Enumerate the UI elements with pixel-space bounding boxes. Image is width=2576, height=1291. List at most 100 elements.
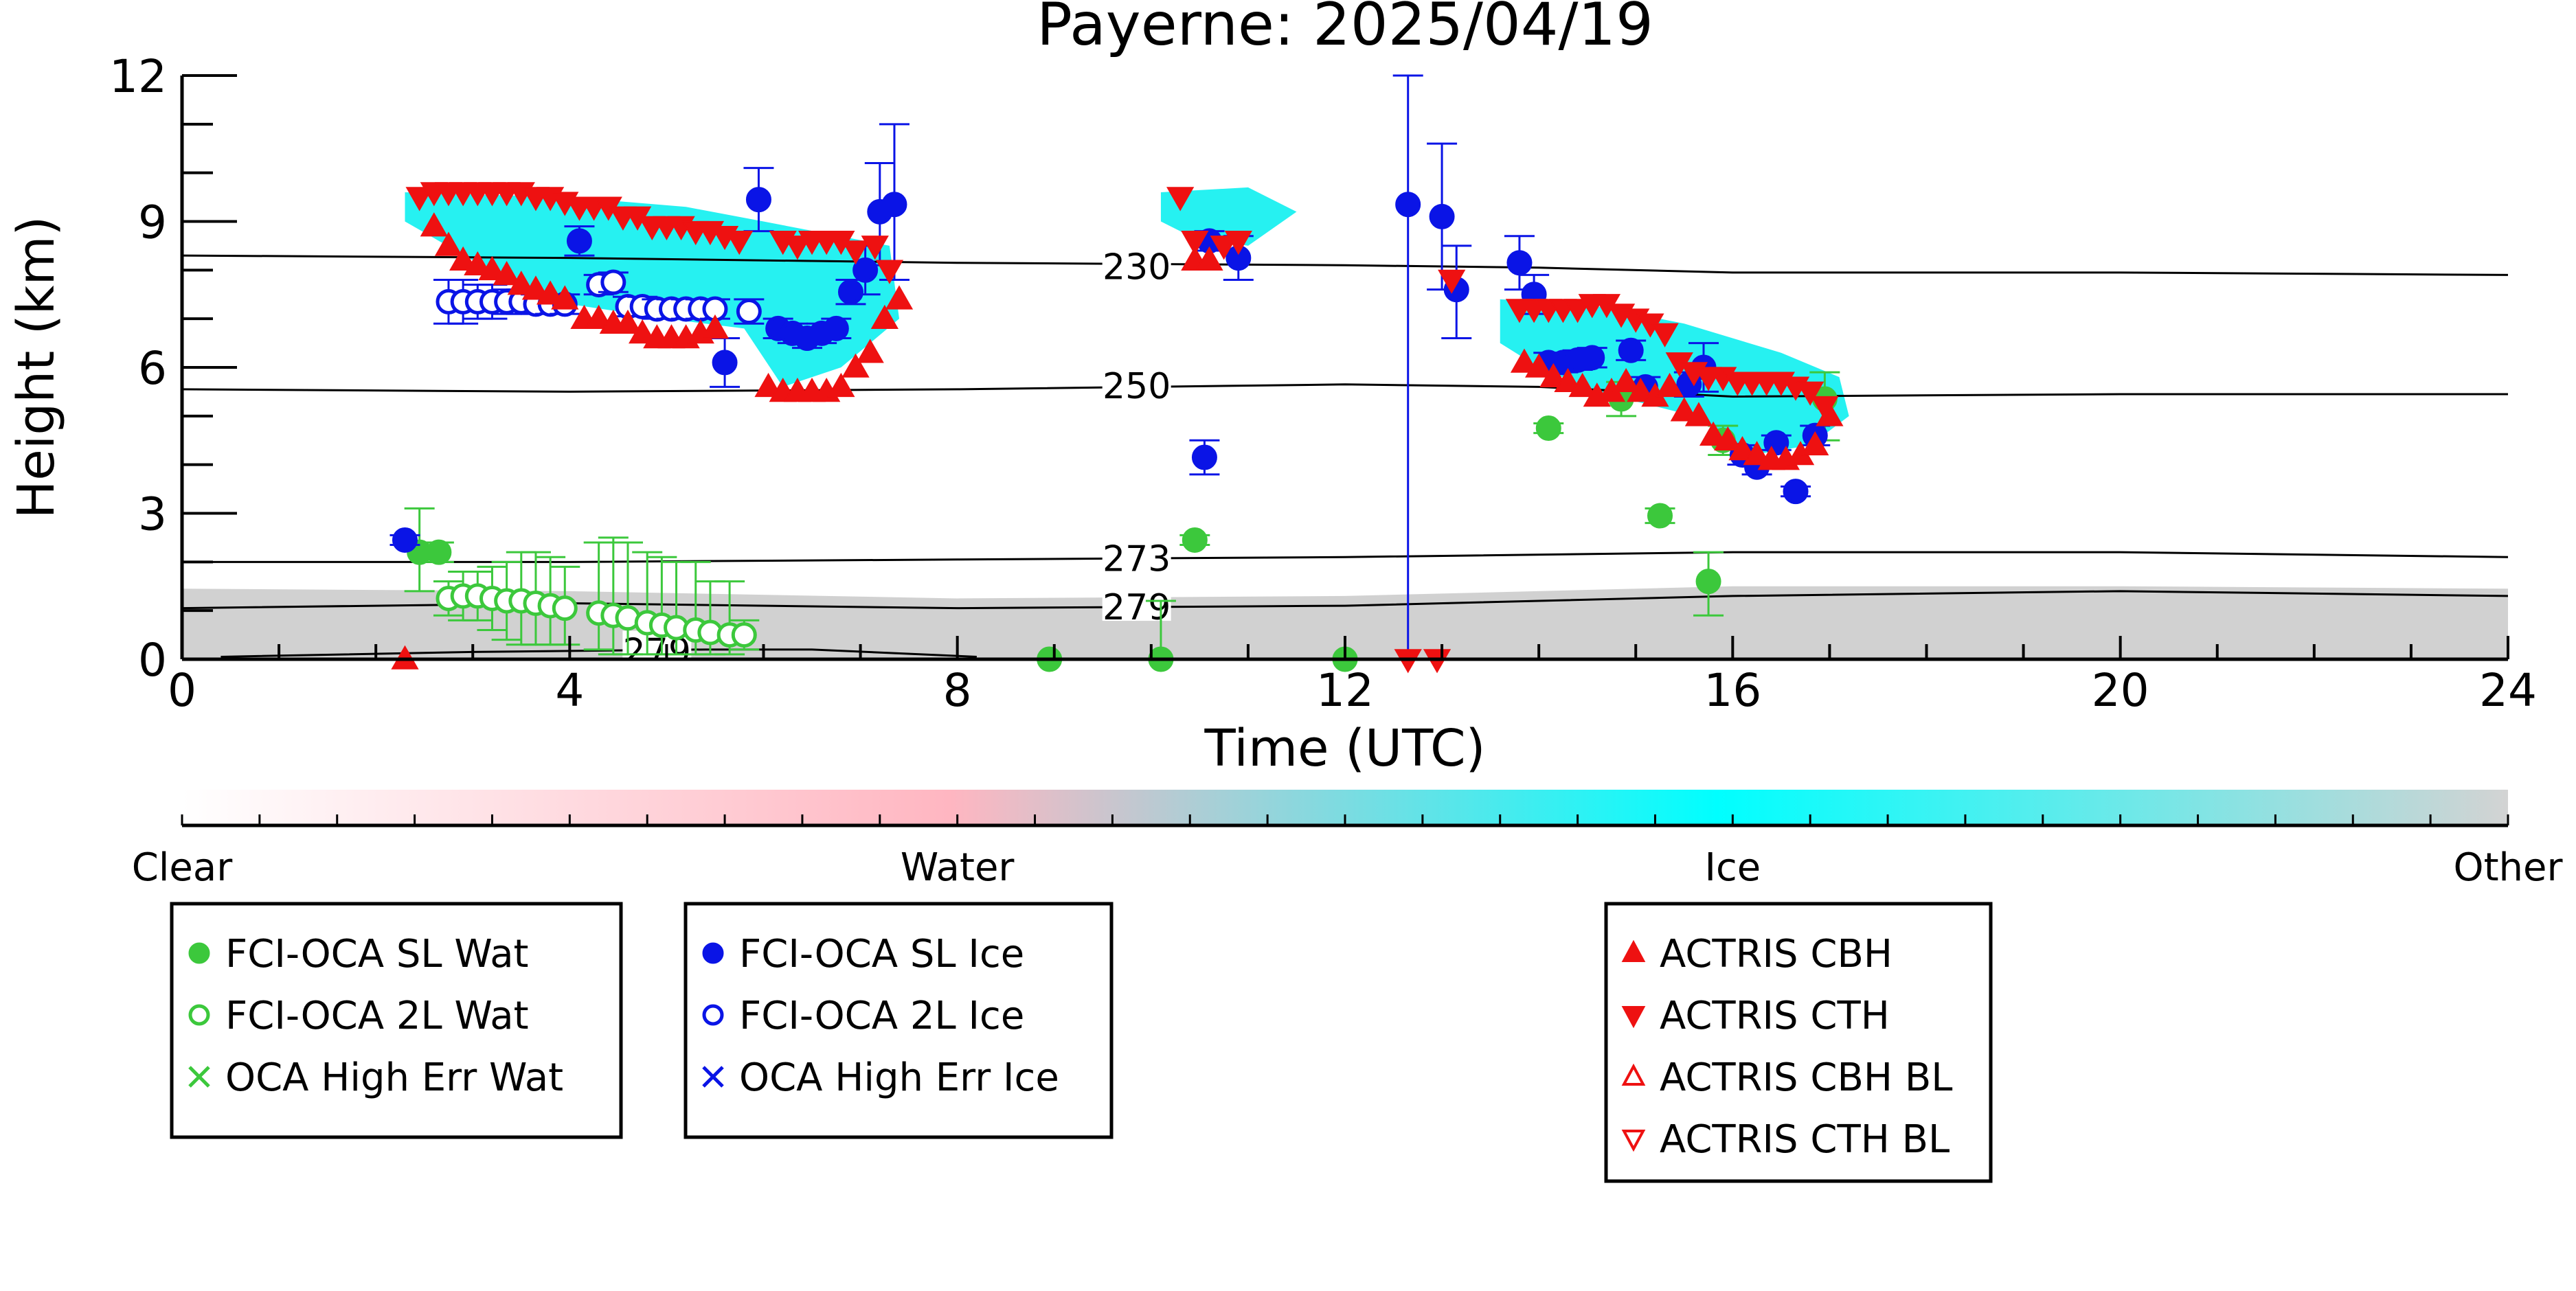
legend-entry: FCI-OCA SL Wat xyxy=(188,932,529,976)
data-point xyxy=(1627,378,1655,402)
data-point xyxy=(736,299,762,325)
data-point xyxy=(629,319,657,344)
colorbar-label: Clear xyxy=(132,845,233,890)
data-point xyxy=(585,304,613,329)
data-point xyxy=(725,231,754,255)
legend-marker xyxy=(702,1004,724,1026)
data-point xyxy=(392,527,418,553)
data-point xyxy=(434,231,463,256)
data-point xyxy=(1191,444,1217,470)
data-point xyxy=(827,372,855,398)
legend-label: ACTRIS CBH BL xyxy=(1660,1055,1952,1100)
x-tick-label: 0 xyxy=(168,664,196,717)
legends: FCI-OCA SL Wat FCI-OCA 2L Wat OCA High Err… xyxy=(170,902,1993,1183)
data-point xyxy=(1568,372,1596,398)
data-point xyxy=(1579,345,1605,371)
legend-entry: ACTRIS CBH BL xyxy=(1621,1055,1952,1100)
data-point xyxy=(1699,421,1728,446)
data-point xyxy=(837,279,863,305)
colorbar-label: Other xyxy=(2453,845,2563,890)
data-point xyxy=(1783,479,1809,505)
data-point xyxy=(1438,269,1466,294)
legend-label: ACTRIS CTH xyxy=(1660,994,1890,1038)
series-actris-cth xyxy=(405,182,1839,674)
data-point xyxy=(600,269,626,295)
data-point xyxy=(566,228,592,254)
data-point xyxy=(783,236,812,260)
data-point xyxy=(885,285,914,310)
contour-label: 250 xyxy=(1103,366,1171,407)
data-point xyxy=(1182,527,1208,553)
data-point xyxy=(478,255,506,281)
legend-entry: ACTRIS CTH xyxy=(1621,994,1890,1038)
y-tick-label: 0 xyxy=(138,634,167,687)
legend-label: FCI-OCA SL Wat xyxy=(225,932,529,976)
data-point xyxy=(1618,337,1644,363)
contour-label-bg xyxy=(1102,365,1171,400)
data-point xyxy=(493,261,521,286)
data-point xyxy=(1395,192,1421,218)
data-point xyxy=(521,275,550,300)
legend-marker xyxy=(188,1004,210,1026)
data-point xyxy=(881,192,907,218)
data-point xyxy=(1714,426,1742,451)
legend-box xyxy=(683,902,1114,1139)
data-point xyxy=(1510,348,1539,373)
legend-box xyxy=(170,902,623,1139)
data-point xyxy=(551,285,579,310)
legend-entry: ACTRIS CBH xyxy=(1621,932,1893,976)
legend-label: FCI-OCA SL Ice xyxy=(739,932,1024,976)
data-point xyxy=(852,257,879,283)
legend-entry: FCI-OCA SL Ice xyxy=(702,932,1024,976)
contour-line xyxy=(221,648,977,658)
x-axis-label: Time (UTC) xyxy=(1204,719,1485,778)
legend-label: ACTRIS CTH BL xyxy=(1660,1117,1950,1162)
y-tick-label: 6 xyxy=(138,342,167,395)
data-point xyxy=(1563,299,1592,323)
legend-entry: ACTRIS CTH BL xyxy=(1621,1117,1950,1162)
data-point xyxy=(1224,231,1252,255)
legend-marker xyxy=(702,942,724,964)
contour-label: 273 xyxy=(1103,538,1171,580)
data-point xyxy=(1210,236,1238,260)
data-point xyxy=(875,260,904,284)
data-point xyxy=(861,236,889,260)
x-tick-label: 8 xyxy=(943,664,972,717)
x-tick-label: 20 xyxy=(2092,664,2149,717)
colorbar: Clear Water Ice Other xyxy=(132,790,2563,890)
data-point xyxy=(449,246,477,271)
data-point xyxy=(552,595,578,621)
x-tick-label: 4 xyxy=(555,664,584,717)
contour-label-bg xyxy=(1102,246,1171,281)
legend-label: FCI-OCA 2L Wat xyxy=(225,994,529,1038)
legend-marker xyxy=(1621,1063,1646,1086)
data-point xyxy=(856,339,884,363)
data-point xyxy=(420,212,448,237)
legend-label: OCA High Err Ice xyxy=(739,1055,1059,1100)
cloud-region-ice xyxy=(1500,299,1849,455)
y-tick-label: 3 xyxy=(138,488,167,541)
chart-title: Payerne: 2025/04/19 xyxy=(1037,0,1653,59)
x-tick-label: 12 xyxy=(1316,664,1374,717)
data-point xyxy=(1429,203,1455,229)
data-point xyxy=(536,280,565,305)
legend-label: ACTRIS CBH xyxy=(1660,932,1893,976)
legend-marker xyxy=(188,942,210,964)
data-point xyxy=(507,271,535,295)
legend-entry: FCI-OCA 2L Ice xyxy=(702,994,1024,1038)
data-point xyxy=(1181,231,1209,255)
cloud-band-other xyxy=(182,586,2508,659)
data-point xyxy=(426,539,452,565)
legend-label: FCI-OCA 2L Ice xyxy=(739,994,1024,1038)
legend-marker xyxy=(188,1066,210,1088)
data-point xyxy=(1684,402,1713,426)
data-point xyxy=(841,353,870,378)
contour-label-bg xyxy=(1102,586,1171,621)
data-point xyxy=(712,350,738,376)
data-point xyxy=(1728,436,1756,461)
contour-label: 230 xyxy=(1103,247,1171,288)
legend-water: FCI-OCA SL Wat FCI-OCA 2L Wat OCA High Err… xyxy=(170,902,623,1139)
contour-line xyxy=(182,551,2508,563)
